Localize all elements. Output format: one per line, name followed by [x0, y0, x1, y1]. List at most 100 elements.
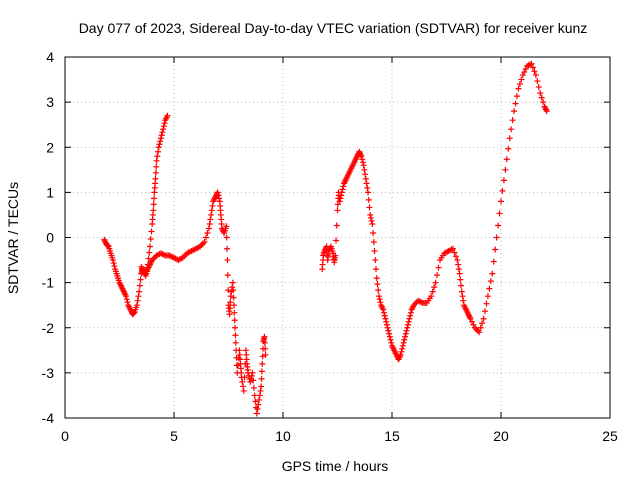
data-point — [223, 223, 230, 230]
data-point — [404, 321, 411, 328]
x-tick-label: 15 — [384, 428, 400, 444]
data-point — [458, 282, 465, 289]
data-point — [147, 236, 154, 243]
data-point — [224, 245, 231, 252]
data-point — [377, 299, 384, 306]
data-point — [334, 201, 341, 208]
data-point — [259, 360, 266, 367]
data-point — [208, 211, 215, 218]
data-point — [155, 144, 162, 151]
data-point — [256, 392, 263, 399]
data-point — [224, 257, 231, 264]
data-point — [224, 272, 231, 279]
data-point — [512, 100, 519, 107]
data-point — [151, 195, 158, 202]
data-point — [358, 153, 365, 160]
data-point — [537, 90, 544, 97]
data-point — [496, 210, 503, 217]
data-point — [529, 64, 536, 71]
data-point — [227, 299, 234, 306]
data-point — [373, 275, 380, 282]
data-point — [249, 369, 256, 376]
y-tick-label: 1 — [46, 184, 54, 200]
data-point — [223, 234, 230, 241]
data-point — [375, 287, 382, 294]
data-point — [156, 141, 163, 148]
data-point — [215, 192, 222, 199]
data-point — [432, 279, 439, 286]
y-axis-label: SDTVAR / TECUs — [5, 182, 21, 294]
data-point — [500, 177, 507, 184]
data-point — [407, 312, 414, 319]
data-point — [483, 300, 490, 307]
data-point — [470, 321, 477, 328]
data-point — [205, 225, 212, 232]
data-point — [230, 302, 237, 309]
data-point — [383, 321, 390, 328]
y-tick-label: -4 — [42, 410, 55, 426]
data-point — [332, 252, 339, 259]
data-point — [111, 263, 118, 270]
data-point — [133, 302, 140, 309]
data-point — [257, 387, 264, 394]
data-point — [499, 187, 506, 194]
data-point — [230, 287, 237, 294]
data-point — [397, 351, 404, 358]
data-point — [204, 229, 211, 236]
data-point — [262, 351, 269, 358]
data-point — [145, 255, 152, 262]
data-point — [467, 315, 474, 322]
data-point — [455, 266, 462, 273]
data-point — [509, 117, 516, 124]
data-point — [366, 204, 373, 211]
data-point — [253, 410, 260, 417]
data-point — [495, 222, 502, 229]
data-point — [456, 270, 463, 277]
data-point — [515, 85, 522, 92]
x-tick-label: 5 — [170, 428, 178, 444]
x-tick-label: 10 — [275, 428, 291, 444]
data-point — [364, 184, 371, 191]
data-point — [521, 69, 528, 76]
data-point — [384, 324, 391, 331]
data-point — [429, 288, 436, 295]
data-point — [431, 284, 438, 291]
data-point — [131, 309, 138, 316]
data-point — [232, 324, 239, 331]
data-point — [486, 285, 493, 292]
data-point — [516, 81, 523, 88]
data-point — [451, 249, 458, 256]
data-point — [452, 253, 459, 260]
data-point — [506, 135, 513, 142]
data-point — [232, 339, 239, 346]
data-point — [154, 153, 161, 160]
data-point — [479, 320, 486, 327]
data-point — [147, 243, 154, 250]
data-point — [157, 135, 164, 142]
data-point — [208, 207, 215, 214]
x-axis-label: GPS time / hours — [282, 458, 389, 474]
data-point — [435, 264, 442, 271]
data-point — [239, 378, 246, 385]
data-point — [337, 195, 344, 202]
data-point — [109, 257, 116, 264]
data-point — [508, 126, 515, 133]
data-point — [202, 234, 209, 241]
data-point — [502, 166, 509, 173]
data-point — [123, 296, 130, 303]
data-point — [382, 315, 389, 322]
data-point — [254, 405, 261, 412]
data-point — [150, 201, 157, 208]
data-point — [338, 189, 345, 196]
data-point — [155, 148, 162, 155]
data-point — [367, 214, 374, 221]
data-point — [498, 198, 504, 205]
chart-title: Day 077 of 2023, Sidereal Day-to-day VTE… — [79, 20, 588, 36]
data-point — [383, 318, 390, 325]
data-point — [207, 216, 214, 223]
data-point — [258, 368, 265, 375]
data-point — [262, 345, 269, 352]
data-point — [503, 156, 510, 163]
data-point — [160, 126, 167, 133]
